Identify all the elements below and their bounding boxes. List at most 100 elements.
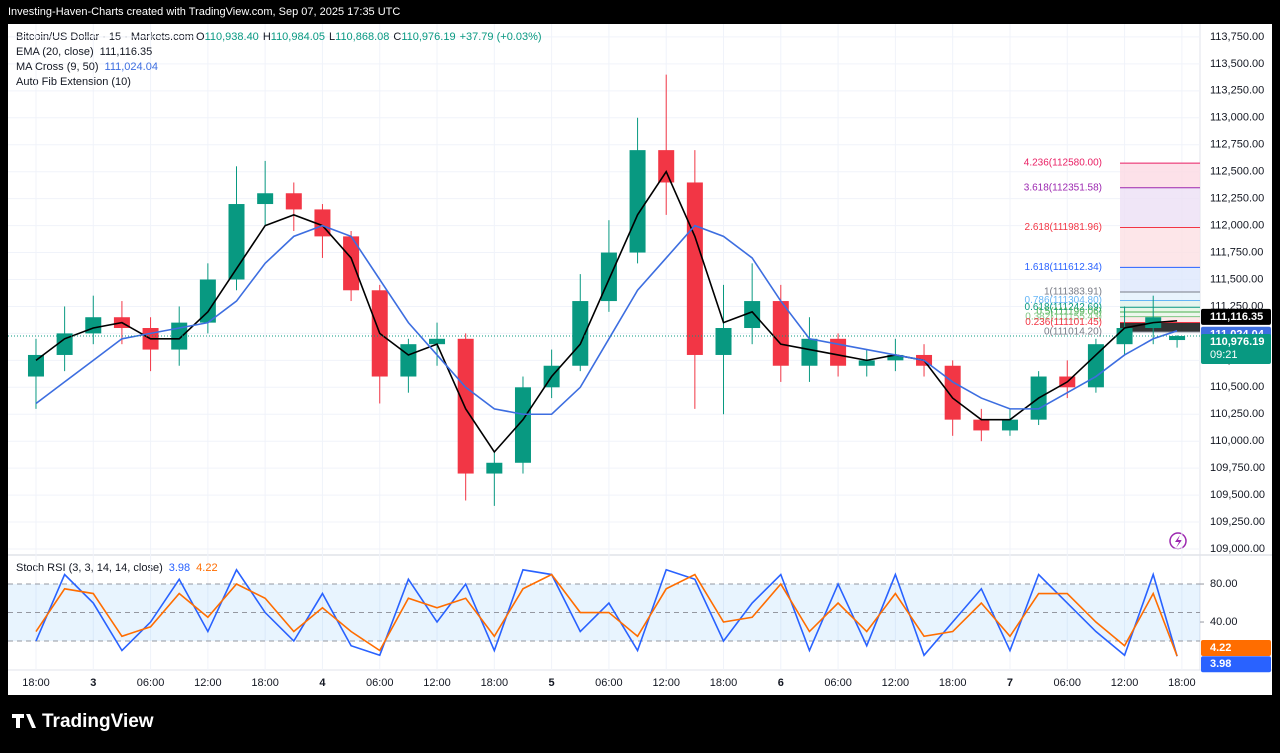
x-tick-label: 12:00 [1111, 677, 1139, 689]
x-tick-label: 6 [778, 677, 784, 689]
fib-label: 0.382(111155.43) [1025, 311, 1102, 322]
series-price-tag-bg [1201, 308, 1271, 325]
fib-label: 0.786(111304.80) [1025, 295, 1102, 306]
ohlc-value: 110,868.08 [335, 31, 389, 43]
legend-name: EMA (20, close) [16, 46, 94, 58]
x-tick-label: 06:00 [595, 677, 623, 689]
fib-label: 2.618(111981.96) [1025, 222, 1102, 233]
ohlc-key: O [196, 31, 205, 43]
stoch-tag: 3.98 [1210, 658, 1231, 670]
y-tick-label: 80.00 [1210, 578, 1238, 590]
fib-zone [1120, 163, 1200, 188]
y-tick-label: 112,000.00 [1210, 220, 1264, 232]
fib-label: 0.618(111242.69) [1025, 302, 1102, 313]
x-tick-label: 12:00 [882, 677, 910, 689]
stoch-tag-bg [1201, 656, 1271, 673]
candle-body [400, 344, 417, 377]
x-tick-label: 06:00 [366, 677, 394, 689]
ohlc-key: C [393, 31, 401, 43]
candle-body [457, 338, 474, 474]
y-tick-label: 40.00 [1210, 616, 1238, 628]
candle-body [56, 333, 73, 355]
legend-value: 111,116.35 [100, 46, 153, 58]
fib-zone [1120, 292, 1200, 301]
ohlc-value: 110,938.40 [205, 31, 259, 43]
x-tick-label: 7 [1007, 677, 1013, 689]
fib-label: 0(111014.20) [1044, 327, 1102, 338]
caption: Investing-Haven-Charts created with Trad… [8, 6, 400, 18]
candle-body [715, 328, 732, 355]
candle-body [285, 193, 302, 210]
y-tick-label: 111,500.00 [1210, 273, 1263, 285]
fib-title: Auto Fib Extension (10) [16, 76, 131, 88]
candle-body [27, 354, 44, 377]
last-price-tag-bg [1201, 333, 1271, 364]
chart-area [8, 24, 1272, 695]
fib-zone [1120, 300, 1200, 308]
candle-body [486, 462, 503, 474]
candle-body [85, 317, 102, 334]
indicator-line [35, 573, 1178, 657]
fib-zone [1120, 307, 1200, 312]
candle-body [744, 301, 761, 329]
fib-label: 1.618(111612.34) [1025, 262, 1102, 273]
alert-icon-bolt [1175, 535, 1182, 548]
y-tick-label: 113,000.00 [1210, 112, 1264, 124]
x-tick-label: 12:00 [194, 677, 222, 689]
x-tick-label: 18:00 [939, 677, 967, 689]
x-tick-label: 18:00 [251, 677, 279, 689]
y-tick-label: 109,750.00 [1210, 462, 1265, 474]
candle-body [629, 150, 646, 253]
x-tick-label: 4 [319, 677, 326, 689]
x-tick-label: 3 [90, 677, 96, 689]
x-tick-label: 12:00 [423, 677, 451, 689]
x-tick-label: 06:00 [1054, 677, 1082, 689]
candle-body [858, 360, 875, 366]
last-price-tag: 110,976.19 [1210, 336, 1264, 348]
candle-body [257, 193, 274, 205]
candle-body [514, 387, 531, 463]
candle-body [772, 301, 789, 366]
candle-body [1087, 344, 1104, 388]
fib-zone [1120, 267, 1200, 293]
x-tick-label: 5 [549, 677, 555, 689]
candle-body [343, 236, 360, 291]
candle-body [199, 279, 216, 323]
stoch-legend-value: 3.98 [169, 562, 190, 574]
fib-label: 0.5(111199.06) [1036, 307, 1102, 318]
ohlc-value: 110,984.05 [271, 31, 325, 43]
candle-body [1169, 335, 1186, 341]
x-tick-label: 18:00 [481, 677, 509, 689]
brand-logo [12, 714, 36, 728]
y-tick-label: 112,250.00 [1210, 193, 1264, 205]
y-tick-label: 112,500.00 [1210, 166, 1264, 178]
y-tick-label: 110,500.00 [1210, 381, 1264, 393]
fib-zone [1120, 187, 1200, 228]
x-tick-label: 18:00 [22, 677, 50, 689]
y-tick-label: 111,750.00 [1210, 246, 1263, 258]
candle-body [228, 204, 245, 280]
candle-body [429, 338, 446, 345]
y-tick-label: 110,250.00 [1210, 408, 1264, 420]
fib-zone [1120, 311, 1200, 317]
legend-value: 111,024.04 [105, 61, 158, 73]
candle-body [944, 365, 961, 420]
candle-body [658, 150, 675, 183]
x-tick-label: 18:00 [1168, 677, 1196, 689]
fib-label: 4.236(112580.00) [1024, 158, 1102, 169]
candle-body [1001, 419, 1018, 431]
y-tick-label: 113,750.00 [1210, 31, 1264, 43]
y-tick-label: 110,000.00 [1210, 435, 1264, 447]
series-price-tag: 111,116.35 [1210, 311, 1263, 323]
change: +37.79 (+0.03%) [460, 31, 542, 43]
fib-label: 1(111383.91) [1044, 287, 1102, 298]
ohlc-key: H [263, 31, 271, 43]
ohlc-key: L [329, 31, 335, 43]
candle-body [686, 182, 703, 355]
candle-body [801, 338, 818, 366]
indicator-line [35, 170, 1178, 454]
fib-label: 3.618(112351.58) [1024, 182, 1102, 193]
y-tick-label: 112,750.00 [1210, 139, 1264, 151]
ohlc-value: 110,976.19 [401, 31, 455, 43]
y-tick-label: 109,250.00 [1210, 516, 1265, 528]
